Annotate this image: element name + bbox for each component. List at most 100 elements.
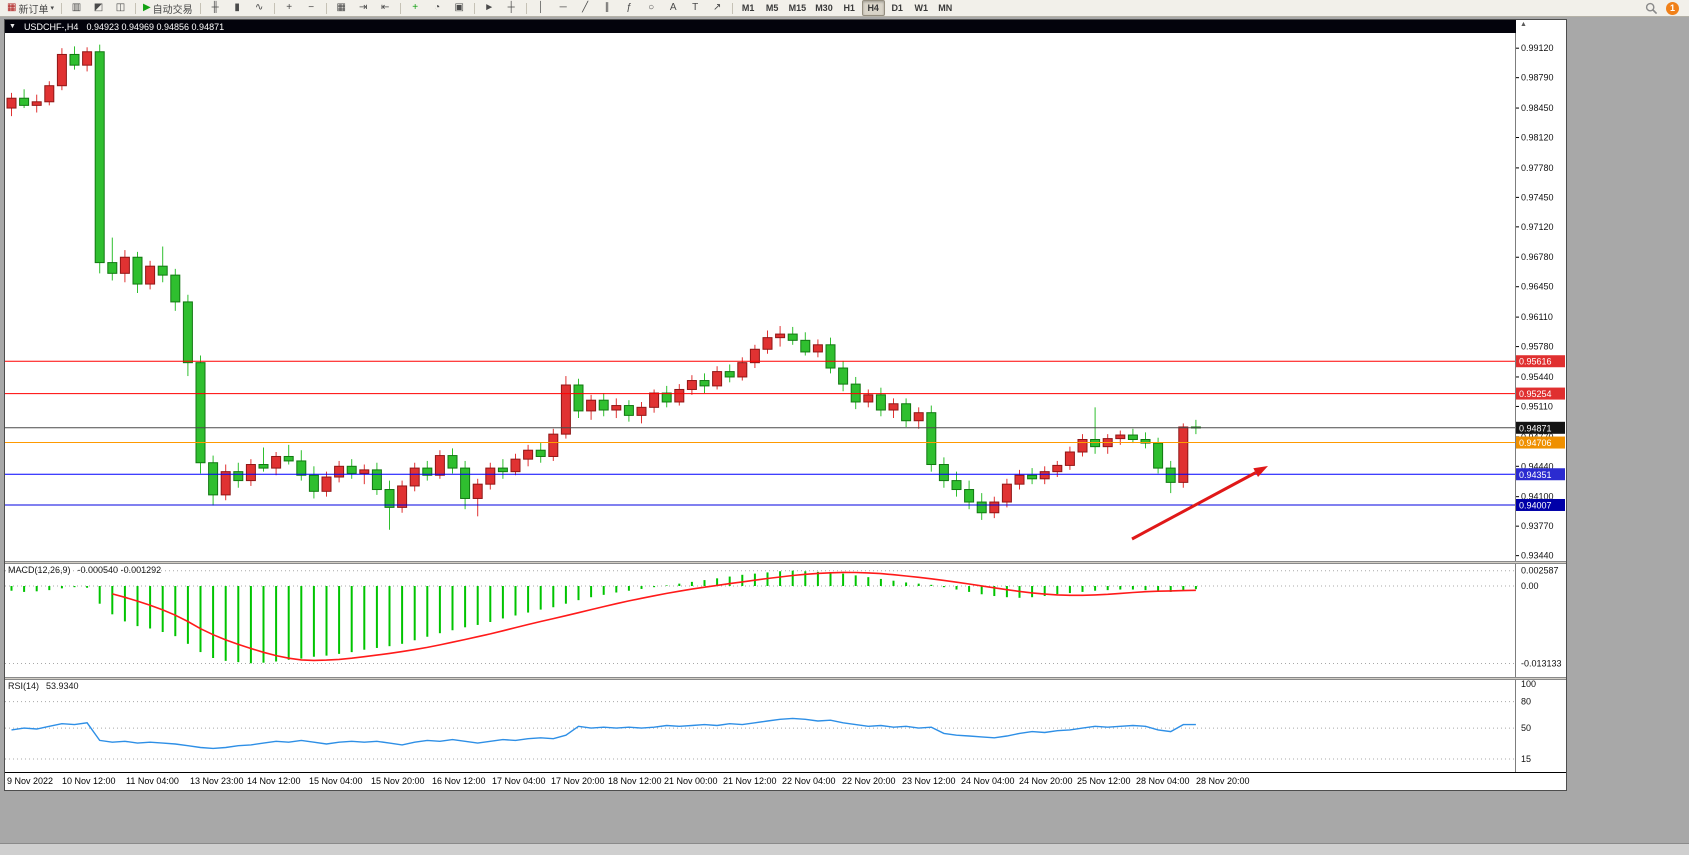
macd-pane[interactable]: MACD(12,26,9) -0.000540 -0.001292 0.0025…: [5, 564, 1566, 677]
time-label: 14 Nov 12:00: [247, 776, 301, 786]
rsi-label: RSI(14) 53.9340: [8, 681, 79, 691]
toolbar-buttons: ▦ 新订单 ▾ ▥ ◩ ◫ ▶ 自动交易 ╫ ▮ ∿ + − ▦ ⇥ ⇤ + ◔ ▣ ► ┼ │ ─ ╱ ∥ ƒ ○ A T ↗ M1 M5 M…: [4, 0, 957, 16]
rsi-levels: 100 80 50 15: [5, 680, 1536, 764]
macd-chart-svg[interactable]: 0.002587 0.00 -0.013133: [5, 564, 1566, 677]
autotrading-icon: ▶: [142, 2, 151, 13]
templates-button[interactable]: ▣: [449, 0, 470, 16]
button-label: D1: [891, 3, 903, 13]
timeframe-m15[interactable]: M15: [785, 0, 811, 16]
cursor-button[interactable]: ►: [479, 0, 500, 16]
chart-shift-button[interactable]: ⇤: [375, 0, 396, 16]
arrow-tools-button[interactable]: ↗: [707, 0, 728, 16]
new-order-button[interactable]: ▦ 新订单 ▾: [4, 0, 57, 16]
svg-text:0.95616: 0.95616: [1519, 357, 1552, 367]
data-window-icon: ◩: [93, 2, 104, 13]
toolbar-separator: [199, 2, 201, 14]
bar-chart-button[interactable]: ╫: [205, 0, 226, 16]
hline-button[interactable]: ─: [553, 0, 574, 16]
macd-histogram: [10, 570, 1197, 664]
collapse-chart-icon[interactable]: ▼: [9, 23, 16, 30]
trendline-button[interactable]: ╱: [575, 0, 596, 16]
macd-values: -0.000540 -0.001292: [77, 565, 162, 575]
time-label: 25 Nov 12:00: [1077, 776, 1131, 786]
templates-icon: ▣: [454, 2, 464, 13]
notification-badge[interactable]: 1: [1666, 1, 1679, 15]
market-watch-button[interactable]: ▥: [66, 0, 87, 16]
svg-text:0.95780: 0.95780: [1521, 342, 1554, 352]
line-chart-icon: ∿: [254, 2, 264, 13]
timeframe-h1[interactable]: H1: [838, 0, 861, 16]
search-icon[interactable]: [1645, 2, 1658, 15]
crosshair-button[interactable]: ┼: [501, 0, 522, 16]
indicators-button[interactable]: +: [405, 0, 426, 16]
tile-windows-button[interactable]: ▦: [331, 0, 352, 16]
timeframe-d1[interactable]: D1: [886, 0, 909, 16]
svg-text:0.95254: 0.95254: [1519, 389, 1552, 399]
auto-scroll-button[interactable]: ⇥: [353, 0, 374, 16]
svg-text:0.98790: 0.98790: [1521, 73, 1554, 83]
rsi-chart-svg[interactable]: 100 80 50 15: [5, 680, 1566, 772]
text-button[interactable]: A: [663, 0, 684, 16]
candlestick-chart-button[interactable]: ▮: [227, 0, 248, 16]
label-button[interactable]: T: [685, 0, 706, 16]
navigator-icon: ◫: [115, 2, 126, 13]
svg-text:0.93440: 0.93440: [1521, 551, 1554, 561]
autotrading-button[interactable]: ▶ 自动交易: [140, 0, 196, 16]
button-label: M5: [765, 3, 779, 13]
zoom-out-button[interactable]: −: [301, 0, 322, 16]
pane-splitter[interactable]: [5, 561, 1566, 564]
zoom-in-icon: +: [286, 2, 293, 13]
vline-button[interactable]: │: [531, 0, 552, 16]
toolbar-separator: [325, 2, 327, 14]
toolbar-separator: [273, 2, 275, 14]
time-label: 24 Nov 20:00: [1019, 776, 1073, 786]
time-axis[interactable]: 9 Nov 2022 10 Nov 12:00 11 Nov 04:00 13 Nov…: [5, 772, 1566, 790]
trend-arrow[interactable]: [1131, 466, 1268, 541]
time-label: 13 Nov 23:00: [190, 776, 244, 786]
timeframe-m30[interactable]: M30: [811, 0, 837, 16]
rsi-pane[interactable]: RSI(14) 53.9340 100 80 50 15: [5, 680, 1566, 772]
periods-button[interactable]: ◔: [427, 0, 448, 16]
time-label: 28 Nov 20:00: [1196, 776, 1250, 786]
price-pane[interactable]: 0.99120 0.98790 0.98450 0.98120 0.97780 0.974…: [5, 33, 1566, 561]
timeframe-h4[interactable]: H4: [861, 0, 885, 16]
timeframe-w1[interactable]: W1: [910, 0, 933, 16]
svg-text:0.94440: 0.94440: [1521, 461, 1554, 471]
pane-splitter[interactable]: [5, 677, 1566, 680]
svg-text:0.002587: 0.002587: [1521, 566, 1559, 576]
data-window-button[interactable]: ◩: [88, 0, 109, 16]
fibonacci-button[interactable]: ƒ: [619, 0, 640, 16]
time-label: 18 Nov 12:00: [608, 776, 662, 786]
macd-levels: 0.002587 0.00 -0.013133: [5, 566, 1562, 668]
channel-button[interactable]: ∥: [597, 0, 618, 16]
new-order-icon: ▦: [7, 2, 17, 13]
toolbar-separator: [60, 2, 62, 14]
trendline-icon: ╱: [582, 2, 589, 13]
time-label: 15 Nov 04:00: [309, 776, 363, 786]
shapes-button[interactable]: ○: [641, 0, 662, 16]
price-chart-svg[interactable]: 0.99120 0.98790 0.98450 0.98120 0.97780 0.974…: [5, 33, 1566, 561]
svg-text:0.96780: 0.96780: [1521, 252, 1554, 262]
price-tag: 0.94351: [1516, 468, 1565, 481]
svg-text:0.94871: 0.94871: [1519, 423, 1552, 433]
timeframe-mn[interactable]: MN: [934, 0, 957, 16]
svg-text:-0.013133: -0.013133: [1521, 658, 1562, 668]
svg-text:0.94007: 0.94007: [1519, 500, 1552, 510]
timeframe-m5[interactable]: M5: [761, 0, 784, 16]
svg-text:80: 80: [1521, 697, 1531, 707]
zoom-in-button[interactable]: +: [279, 0, 300, 16]
caret-down-icon: ▾: [50, 5, 54, 12]
svg-text:0.94351: 0.94351: [1519, 470, 1552, 480]
svg-text:0.99120: 0.99120: [1521, 43, 1554, 53]
hlines-layer[interactable]: 0.95616 0.95254 0.94871 0.94706 0.94351 0.940…: [5, 355, 1565, 511]
indicators-icon: +: [412, 2, 419, 13]
timeframe-m1[interactable]: M1: [737, 0, 760, 16]
navigator-button[interactable]: ◫: [110, 0, 131, 16]
line-chart-button[interactable]: ∿: [249, 0, 270, 16]
price-tag: 0.95254: [1516, 387, 1565, 400]
chart-title-bar[interactable]: ▼ USDCHF-,H4 0.94923 0.94969 0.94856 0.9…: [5, 20, 1516, 33]
rsi-line: [11, 717, 1196, 750]
scroll-to-end-icon[interactable]: ▲: [1520, 21, 1527, 28]
cursor-icon: ►: [484, 2, 495, 13]
svg-text:0.97120: 0.97120: [1521, 222, 1554, 232]
